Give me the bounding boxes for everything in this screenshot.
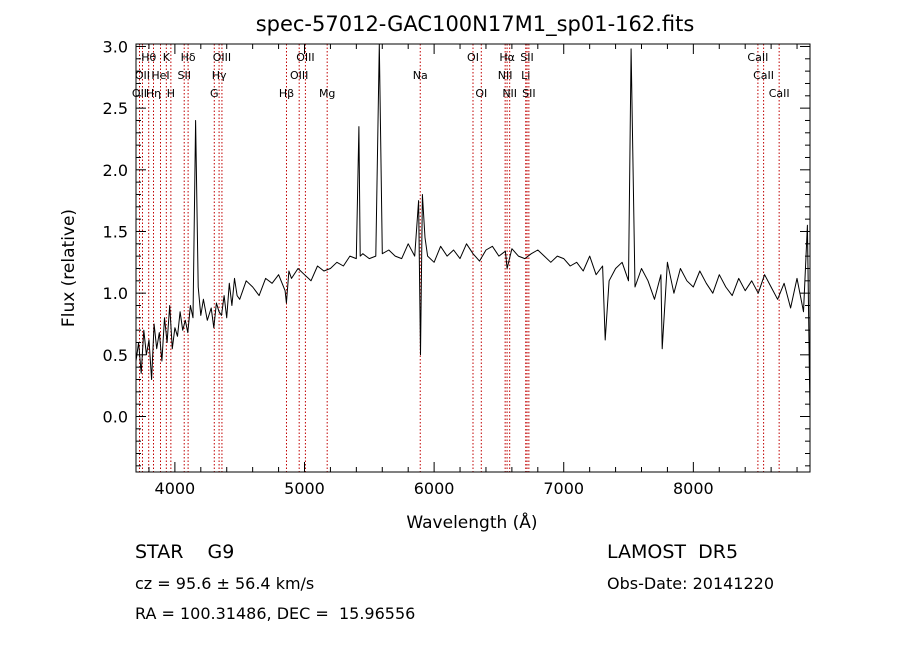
y-tick-label-0: 0.0 — [103, 407, 128, 426]
series-layer — [135, 43, 811, 417]
observation-date: Obs-Date: 20141220 — [607, 574, 775, 593]
line-label-15: Mg — [319, 87, 335, 100]
x-tick-label-4: 8000 — [673, 479, 714, 498]
line-label-7: SII — [177, 69, 190, 82]
x-axis-label: Wavelength (Å) — [406, 511, 537, 533]
y-tick-label-4: 2.0 — [103, 161, 128, 180]
chart-title: spec-57012-GAC100N17M1_sp01-162.fits — [256, 12, 695, 37]
x-tick-label-3: 7000 — [543, 479, 584, 498]
y-tick-label-3: 1.5 — [103, 222, 128, 241]
y-tick-label-2: 1.0 — [103, 284, 128, 303]
line-label-12: Hβ — [279, 87, 294, 100]
coordinates: RA = 100.31486, DEC = 15.96556 — [135, 604, 416, 623]
line-label-16: Na — [413, 69, 428, 82]
y-tick-label-5: 2.5 — [103, 99, 128, 118]
survey-name: LAMOST DR5 — [607, 541, 739, 563]
spectrum-line-0 — [135, 43, 811, 417]
y-tick-label-6: 3.0 — [103, 37, 128, 56]
line-label-21: NII — [502, 87, 517, 100]
line-label-11: OIII — [213, 51, 231, 64]
object-class: STAR G9 — [135, 541, 235, 563]
line-label-13: OIII — [290, 69, 308, 82]
line-label-2: Hθ — [141, 51, 156, 64]
line-label-23: SII — [520, 51, 533, 64]
line-label-3: Hη — [146, 87, 161, 100]
line-label-25: CaII — [747, 51, 768, 64]
x-tick-label-1: 5000 — [284, 479, 325, 498]
line-label-19: NII — [498, 69, 513, 82]
x-tick-label-2: 6000 — [414, 479, 455, 498]
line-label-9: G — [210, 87, 219, 100]
line-label-4: HeI — [151, 69, 169, 82]
line-label-20: Hα — [499, 51, 515, 64]
line-label-1: OII — [135, 69, 150, 82]
line-label-5: K — [163, 51, 171, 64]
line-label-8: Hδ — [181, 51, 196, 64]
y-tick-label-1: 0.5 — [103, 346, 128, 365]
line-label-26: CaII — [753, 69, 774, 82]
plot-frame — [135, 43, 811, 473]
axes-layer: 4000 5000 6000 7000 8000 0.0 0.5 1.0 1.5 2.0 2.5 3.… — [103, 37, 811, 498]
line-label-0: OII — [132, 87, 147, 100]
line-label-27: CaII — [769, 87, 790, 100]
line-label-14: OIII — [296, 51, 314, 64]
y-axis-label: Flux (relative) — [59, 209, 79, 327]
line-label-17: OI — [467, 51, 479, 64]
line-label-layer: OIIOIIHθHηHeIKHSIIHδGHγOIIIHβOIIIOIIIMgN… — [132, 51, 790, 100]
line-label-6: H — [167, 87, 175, 100]
line-label-18: OI — [475, 87, 487, 100]
x-tick-label-0: 4000 — [155, 479, 196, 498]
line-label-10: Hγ — [212, 69, 227, 82]
line-label-22: Li — [521, 69, 530, 82]
line-label-24: SII — [522, 87, 535, 100]
redshift-value: cz = 95.6 ± 56.4 km/s — [135, 574, 315, 593]
